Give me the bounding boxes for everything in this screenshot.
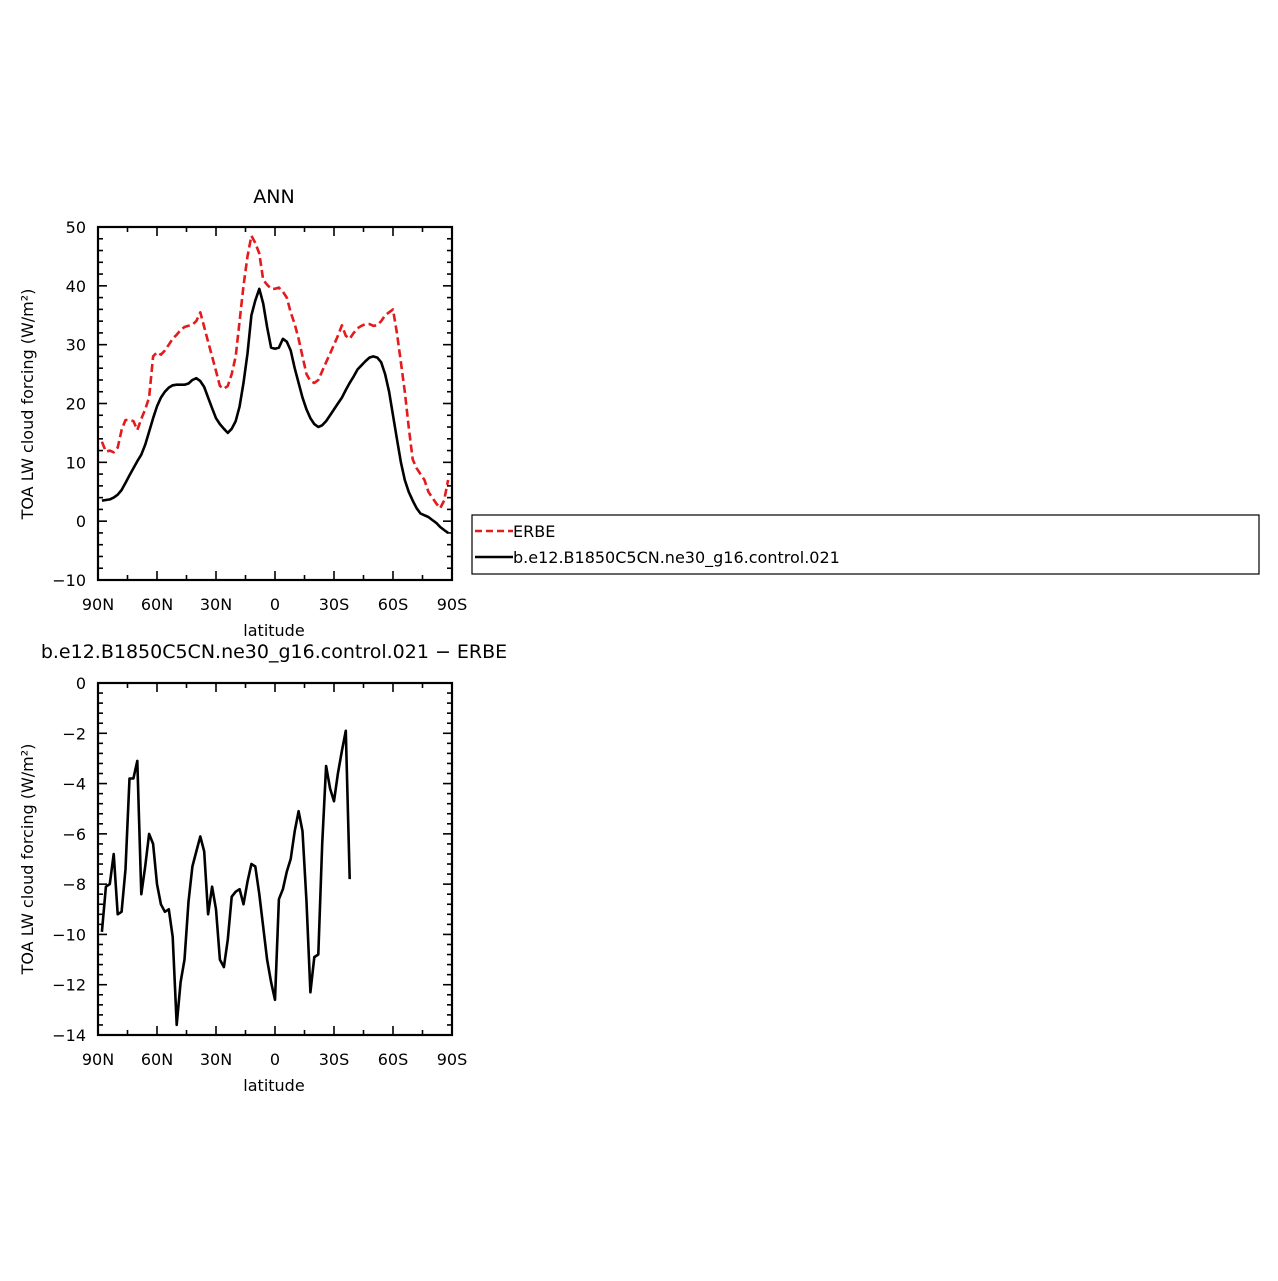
legend-label-model: b.e12.B1850C5CN.ne30_g16.control.021 <box>513 548 840 568</box>
bottom-panel-title: b.e12.B1850C5CN.ne30_g16.control.021 − E… <box>41 641 507 663</box>
legend: ERBE b.e12.B1850C5CN.ne30_g16.control.02… <box>471 514 1260 575</box>
top-x-tick-label: 30S <box>319 595 350 614</box>
bottom-x-tick-label: 60N <box>141 1050 173 1069</box>
top-x-axis-title: latitude <box>243 621 304 640</box>
legend-box <box>471 514 1260 575</box>
top-x-tick-label: 90N <box>82 595 114 614</box>
bottom-x-tick-label: 60S <box>378 1050 409 1069</box>
top-y-tick-label: −10 <box>52 571 86 590</box>
bottom-y-tick-label: −10 <box>52 925 86 944</box>
top-x-tick-label: 30N <box>200 595 232 614</box>
bottom-panel: b.e12.B1850C5CN.ne30_g16.control.021 − E… <box>18 641 507 1095</box>
top-series-line-model <box>101 287 449 534</box>
top-y-tick-label: 0 <box>76 512 86 531</box>
bottom-y-axis-title: TOA LW cloud forcing (W/m²) <box>18 744 37 976</box>
bottom-x-tick-label: 90N <box>82 1050 114 1069</box>
bottom-y-tick-label: −8 <box>62 875 86 894</box>
bottom-y-tick-label: −4 <box>62 775 86 794</box>
top-y-tick-label: 40 <box>66 277 86 296</box>
bottom-ticks: 90N 60N 30N 0 30S 60S 90S −14 −12 −10 −8 −6 −4 −2 0 <box>52 674 467 1069</box>
bottom-x-tick-label: 0 <box>270 1050 280 1069</box>
bottom-y-tick-label: −14 <box>52 1026 86 1045</box>
bottom-x-tick-label: 30S <box>319 1050 350 1069</box>
bottom-x-tick-label: 30N <box>200 1050 232 1069</box>
top-y-axis-title: TOA LW cloud forcing (W/m²) <box>18 289 37 521</box>
bottom-y-tick-label: 0 <box>76 674 86 693</box>
bottom-x-axis-title: latitude <box>243 1076 304 1095</box>
bottom-y-tick-label: −2 <box>62 724 86 743</box>
bottom-series-line-difference <box>100 729 351 1027</box>
bottom-x-tick-label: 90S <box>437 1050 468 1069</box>
top-panel-title: ANN <box>253 186 294 208</box>
top-series-layer <box>100 234 450 534</box>
top-x-tick-label: 60S <box>378 595 409 614</box>
top-x-tick-label: 0 <box>270 595 280 614</box>
top-panel: ANN 90N 60N 30N 0 30S 60S 90S −10 0 10 20 30 40 50 la… <box>18 186 467 640</box>
top-series-line-erbe <box>100 234 450 510</box>
top-y-tick-label: 50 <box>66 218 86 237</box>
bottom-y-tick-label: −12 <box>52 976 86 995</box>
top-y-tick-label: 10 <box>66 453 86 472</box>
top-x-tick-label: 90S <box>437 595 468 614</box>
top-ticks: 90N 60N 30N 0 30S 60S 90S −10 0 10 20 30 40 50 <box>52 218 467 614</box>
top-plot-frame <box>96 225 454 582</box>
bottom-y-tick-label: −6 <box>62 825 86 844</box>
bottom-series-layer <box>100 729 351 1027</box>
legend-label-erbe: ERBE <box>513 522 555 541</box>
top-x-tick-label: 60N <box>141 595 173 614</box>
top-y-tick-label: 30 <box>66 336 86 355</box>
top-y-tick-label: 20 <box>66 395 86 414</box>
